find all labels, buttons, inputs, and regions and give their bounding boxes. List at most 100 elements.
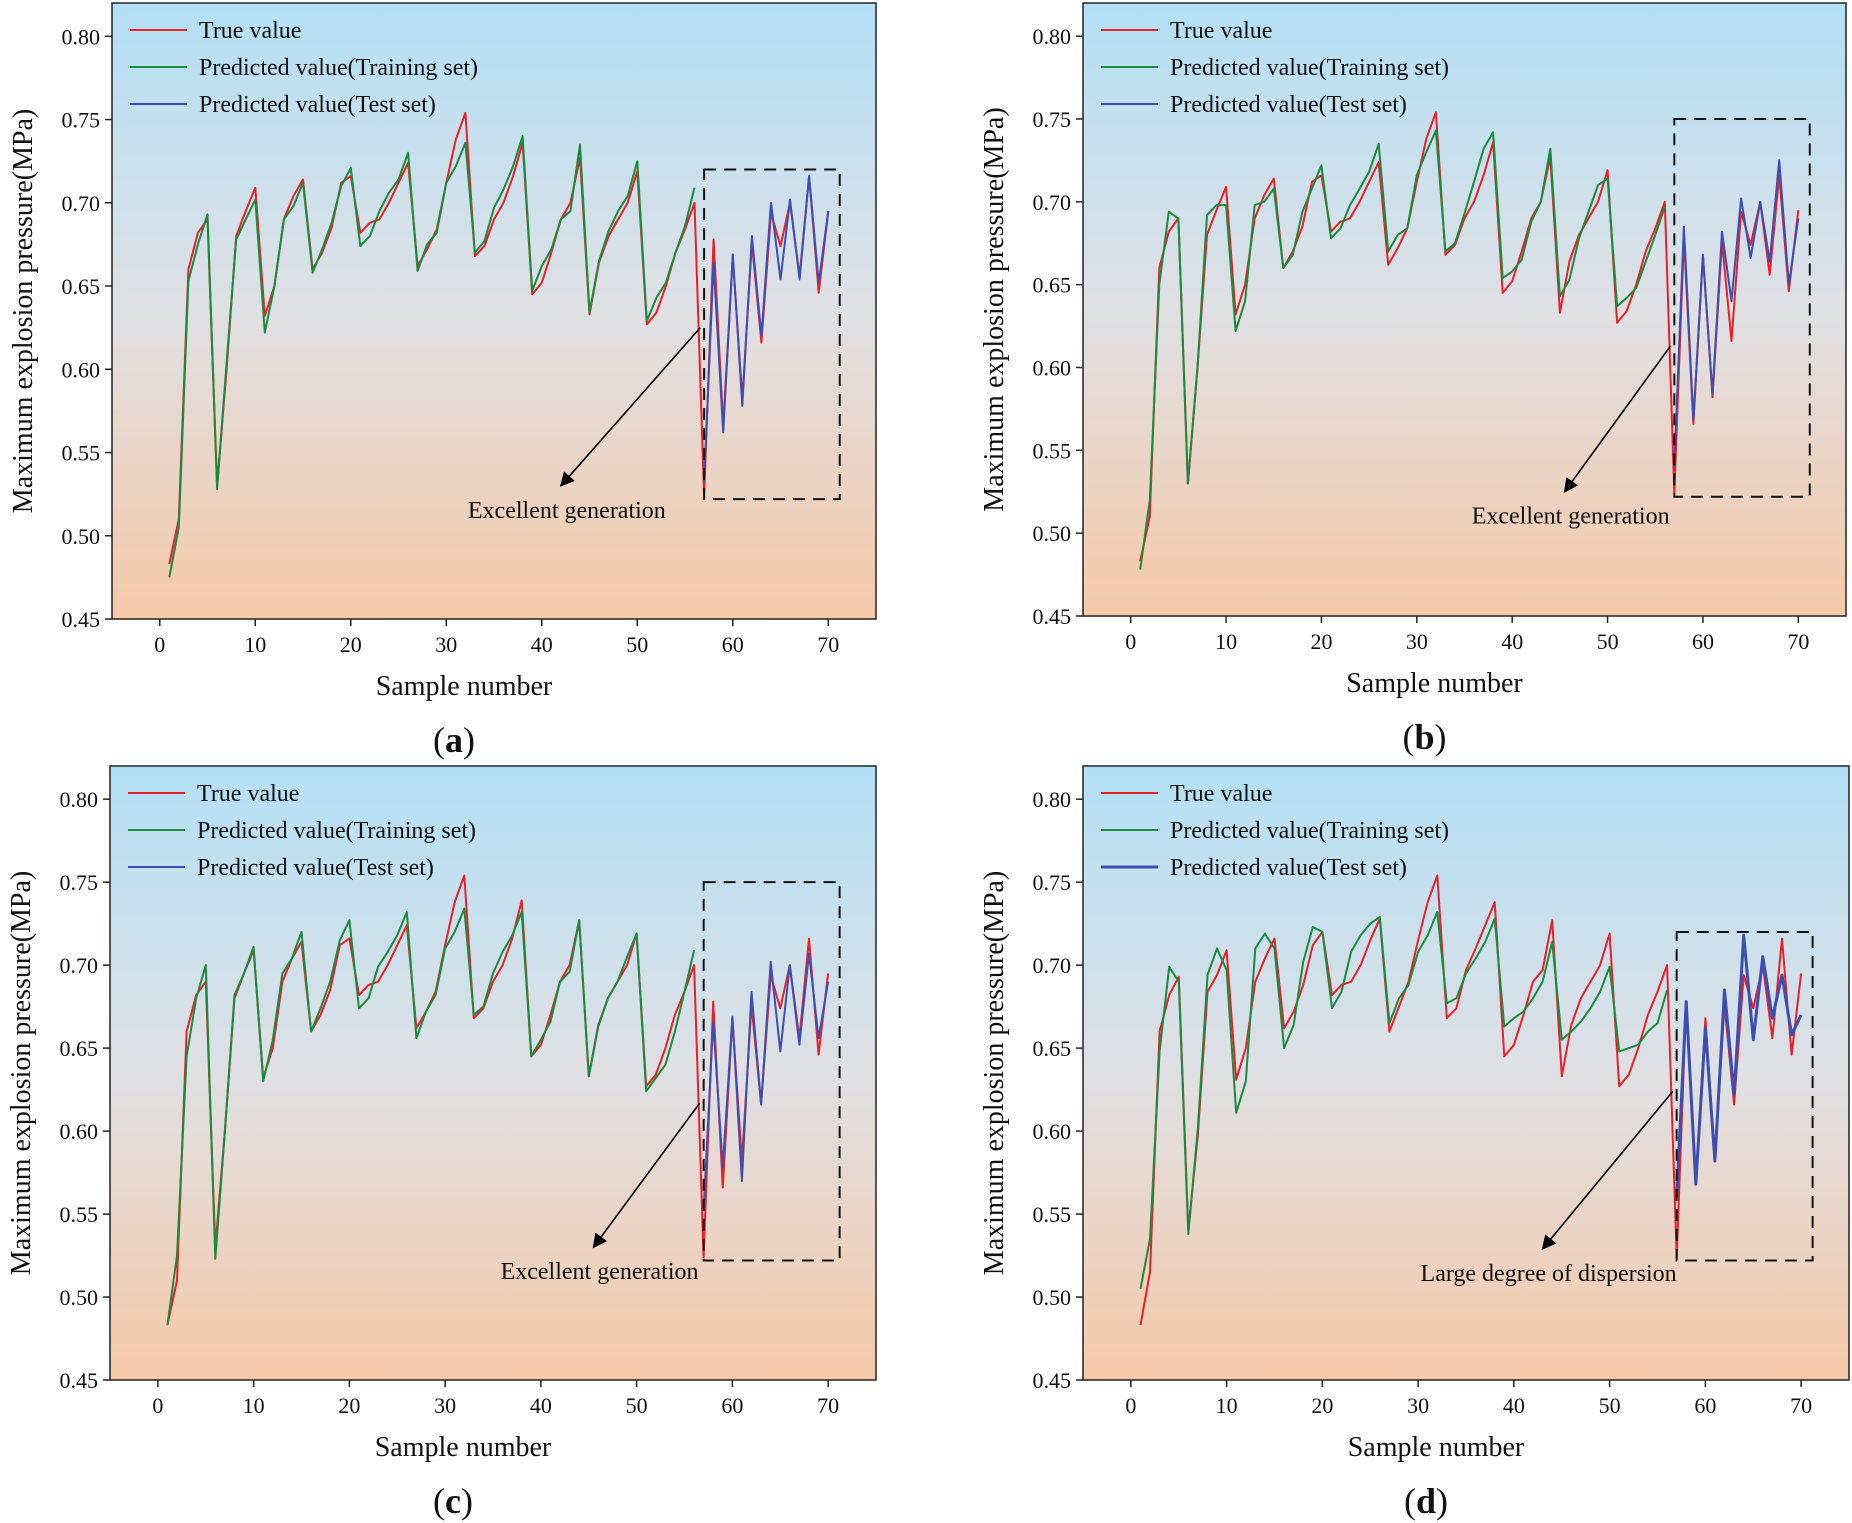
x-tick-label: 10 [244,632,266,657]
panel-letter: b [1414,717,1434,757]
x-tick-label: 40 [531,632,553,657]
x-tick-label: 30 [435,632,457,657]
y-axis-label: Maximum explosion pressure(MPa) [979,871,1010,1275]
caption-close-paren: ) [461,1481,473,1521]
y-tick-label: 0.45 [60,1368,99,1393]
x-tick-label: 60 [1694,1393,1716,1418]
test-region-box [1673,117,1811,498]
legend-label: Predicted value(Test set) [1170,855,1407,881]
legend-label: True value [199,18,301,44]
panel-caption: (b) [1402,717,1446,757]
y-tick-label: 0.65 [60,1036,99,1061]
y-tick-label: 0.70 [62,191,101,216]
y-tick-label: 0.75 [60,870,99,895]
x-tick-label: 30 [434,1393,456,1418]
x-tick-label: 0 [154,632,165,657]
chart-panel-d: Large degree of dispersion 0.45 0.50 0.55 0.… [979,765,1850,1521]
plot-frame [109,765,877,1381]
x-tick-label: 60 [1692,629,1714,654]
y-tick-label: 0.65 [62,274,101,299]
y-tick-label: 0.60 [62,357,101,382]
x-tick-label: 0 [1125,1393,1136,1418]
caption-open-paren: ( [433,1481,445,1521]
y-tick-label: 0.50 [60,1285,99,1310]
y-tick-label: 0.75 [1033,107,1072,132]
series-line-training-set [168,135,696,578]
annotation-arrow [559,327,701,487]
x-tick-label: 60 [722,632,744,657]
x-tick-label: 70 [1790,1393,1812,1418]
x-tick-label: 0 [152,1393,163,1418]
y-tick-label: 0.45 [62,607,101,632]
y-tick-label: 0.55 [1033,1202,1072,1227]
x-axis-label: Sample number [1346,668,1523,699]
annotation-arrow [1563,345,1672,493]
y-tick-label: 0.65 [1033,273,1072,298]
x-tick-label: 70 [817,1393,839,1418]
annotation-text: Excellent generation [501,1259,699,1285]
legend-label: True value [197,781,299,807]
panel-caption: (c) [433,1481,473,1521]
legend-label: Predicted value(Test set) [199,92,436,118]
chart-panel-c: Excellent generation 0.45 0.50 0.55 0.60 0.65… [6,765,877,1521]
legend-label: Predicted value(Test set) [1170,92,1407,118]
caption-close-paren: ) [463,720,475,760]
y-tick-label: 0.70 [1033,953,1072,978]
annotation-text: Large degree of dispersion [1421,1261,1677,1287]
y-tick-label: 0.50 [1033,1285,1072,1310]
series-line-training-set [166,907,696,1326]
y-tick-label: 0.55 [62,441,101,466]
plot-frame [1082,765,1850,1381]
y-tick-label: 0.80 [62,24,101,49]
annotation-arrow [592,1102,701,1249]
test-region-box [702,881,841,1262]
x-tick-label: 20 [340,632,362,657]
panel-letter: c [445,1481,461,1521]
legend-label: Predicted value(Training set) [199,55,478,81]
x-axis-label: Sample number [376,671,553,702]
x-tick-label: 20 [1310,629,1332,654]
test-region-box [1675,930,1814,1262]
series-line-training-set [1139,129,1666,570]
y-tick-label: 0.80 [1033,24,1072,49]
caption-open-paren: ( [1404,1481,1416,1521]
legend-label: Predicted value(Training set) [197,818,476,844]
x-tick-label: 50 [1599,1393,1621,1418]
y-tick-label: 0.80 [1033,787,1072,812]
chart-panel-b: Excellent generation 0.45 0.50 0.55 0.60 0.65… [979,2,1847,757]
y-tick-label: 0.50 [1033,521,1072,546]
panel-caption: (d) [1404,1481,1448,1521]
legend-label: Predicted value(Training set) [1170,55,1449,81]
y-tick-label: 0.65 [1033,1036,1072,1061]
legend-label: True value [1170,18,1272,44]
annotation-text: Excellent generation [1472,504,1670,530]
y-tick-label: 0.45 [1033,1368,1072,1393]
plot-frame [1082,2,1847,617]
x-tick-label: 60 [721,1393,743,1418]
panel-letter: d [1416,1481,1436,1521]
y-tick-label: 0.60 [1033,1119,1072,1144]
caption-close-paren: ) [1435,717,1447,757]
panel-letter: a [445,720,463,760]
annotation-arrow [1541,1090,1674,1251]
chart-panel-a: Excellent generation 0.45 0.50 0.55 0.60 0.65… [8,2,877,760]
series-line-training-set [1139,911,1669,1289]
y-tick-label: 0.55 [60,1202,99,1227]
legend-label: True value [1170,781,1272,807]
caption-close-paren: ) [1436,1481,1448,1521]
x-tick-label: 20 [338,1393,360,1418]
test-region-box [703,168,841,501]
x-tick-label: 50 [626,1393,648,1418]
y-tick-label: 0.75 [1033,870,1072,895]
caption-open-paren: ( [1402,717,1414,757]
x-tick-label: 70 [817,632,839,657]
y-tick-label: 0.50 [62,524,101,549]
legend-label: Predicted value(Training set) [1170,818,1449,844]
x-tick-label: 40 [1501,629,1523,654]
caption-open-paren: ( [433,720,445,760]
legend-label: Predicted value(Test set) [197,855,434,881]
y-tick-label: 0.70 [1033,190,1072,215]
x-axis-label: Sample number [1348,1432,1525,1463]
